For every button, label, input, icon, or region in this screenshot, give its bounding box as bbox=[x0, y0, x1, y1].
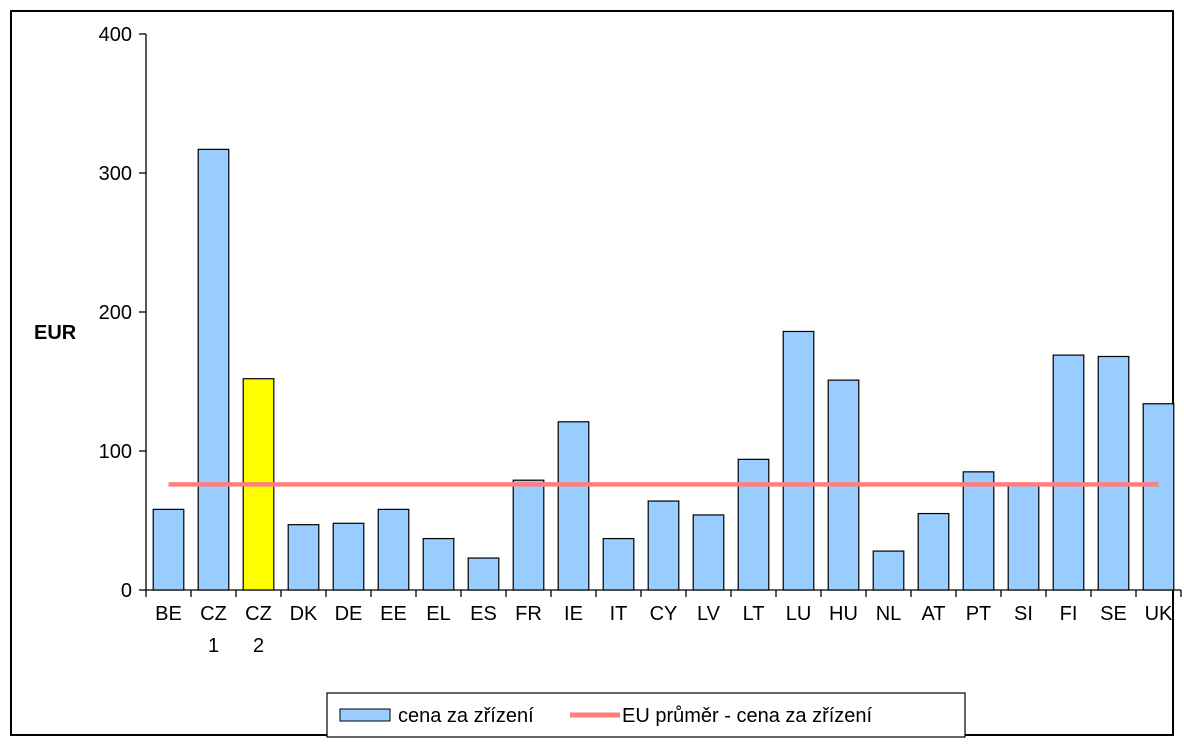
bar bbox=[692, 514, 725, 591]
x-tick-label: LT bbox=[743, 603, 765, 625]
bar bbox=[872, 550, 905, 591]
bar bbox=[647, 500, 680, 591]
x-tick-label: HU bbox=[829, 603, 858, 625]
x-tick-label: DE bbox=[335, 603, 363, 625]
x-tick-label: ES bbox=[470, 603, 497, 625]
x-tick-label: IE bbox=[564, 603, 583, 625]
x-tick-label: IT bbox=[610, 603, 628, 625]
x-tick-label: FI bbox=[1060, 603, 1078, 625]
x-tick-label: SI bbox=[1014, 603, 1033, 625]
legend-label-average: EU průměr - cena za zřízení bbox=[622, 705, 873, 727]
x-tick-label: LU bbox=[786, 603, 812, 625]
bar bbox=[197, 148, 230, 591]
x-tick-label: BE bbox=[155, 603, 182, 625]
x-tick-label: 2 bbox=[253, 635, 264, 657]
x-tick-label: DK bbox=[290, 603, 318, 625]
bar bbox=[917, 512, 950, 591]
bar bbox=[1007, 485, 1040, 591]
bar bbox=[287, 524, 320, 591]
y-tick-label: 400 bbox=[99, 24, 132, 46]
bar bbox=[1052, 354, 1085, 591]
x-tick-label: NL bbox=[876, 603, 902, 625]
plot-area: 0 100 200 300 400 BE CZ 1 CZ 2 DK DE EE EL ES FR IE IT CY L… bbox=[99, 24, 1182, 657]
bar bbox=[422, 537, 455, 591]
bar bbox=[602, 537, 635, 591]
legend-label-bars: cena za zřízení bbox=[398, 705, 534, 727]
x-tick-label: UK bbox=[1145, 603, 1173, 625]
x-tick-label: CZ bbox=[200, 603, 227, 625]
bar bbox=[332, 522, 365, 591]
y-axis-label: EUR bbox=[34, 322, 77, 344]
y-tick-label: 100 bbox=[99, 441, 132, 463]
x-tick-label: EE bbox=[380, 603, 407, 625]
x-tick-label: CZ bbox=[245, 603, 272, 625]
x-tick-label: AT bbox=[921, 603, 945, 625]
x-tick-label: CY bbox=[650, 603, 678, 625]
x-tick-label: FR bbox=[515, 603, 542, 625]
y-tick-label: 0 bbox=[121, 580, 132, 602]
legend-box bbox=[326, 692, 966, 738]
x-tick-label: 1 bbox=[208, 635, 219, 657]
y-tick-label: 200 bbox=[99, 302, 132, 324]
x-tick-label: LV bbox=[697, 603, 721, 625]
bar bbox=[152, 508, 185, 591]
bar bbox=[1142, 403, 1175, 591]
bar bbox=[377, 508, 410, 591]
legend: cena za zřízení EU průměr - cena za zříz… bbox=[326, 692, 966, 738]
bar bbox=[782, 330, 815, 591]
x-tick-label: PT bbox=[966, 603, 992, 625]
bar bbox=[737, 458, 770, 591]
legend-bar-swatch bbox=[339, 708, 391, 722]
bar bbox=[1097, 355, 1130, 591]
bar bbox=[512, 479, 545, 591]
y-tick-label: 300 bbox=[99, 163, 132, 185]
bar bbox=[467, 557, 500, 591]
bar bbox=[557, 421, 590, 591]
x-tick-label: SE bbox=[1100, 603, 1127, 625]
x-tick-label: EL bbox=[426, 603, 450, 625]
bar bbox=[962, 471, 995, 591]
